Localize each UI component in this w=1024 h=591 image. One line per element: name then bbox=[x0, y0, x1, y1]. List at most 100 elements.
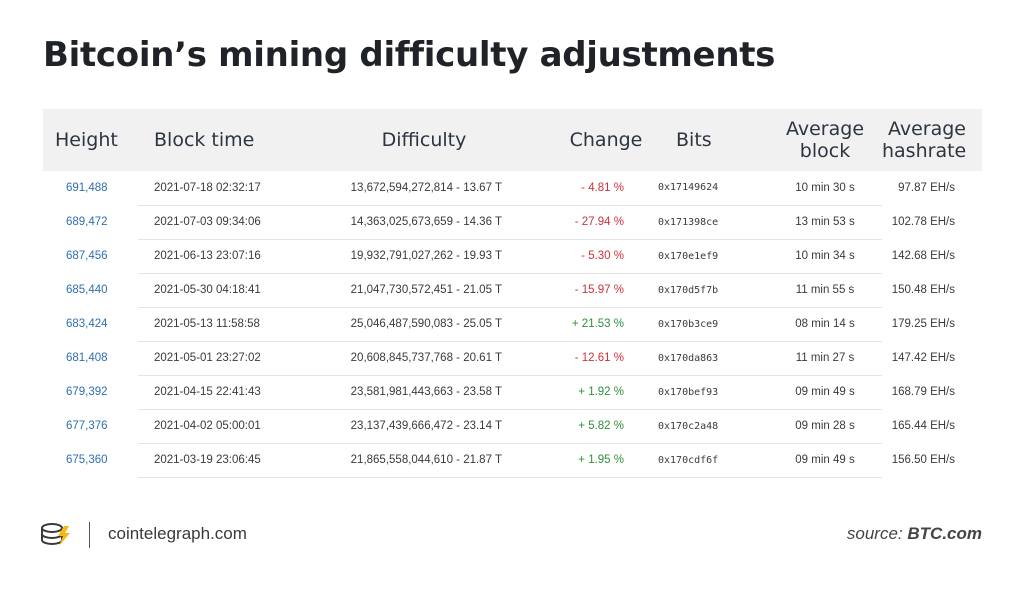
cell-height[interactable]: 677,376 bbox=[43, 409, 138, 443]
cell-block-time: 2021-05-30 04:18:41 bbox=[138, 273, 298, 308]
cell-height-text[interactable]: 685,440 bbox=[66, 284, 108, 296]
cell-bits: 0x170bef93 bbox=[646, 375, 768, 410]
cell-block-time-text: 2021-04-15 22:41:43 bbox=[154, 386, 261, 398]
cell-height[interactable]: 681,408 bbox=[43, 341, 138, 375]
cell-height-text[interactable]: 679,392 bbox=[66, 386, 108, 398]
cell-average-block: 10 min 34 s bbox=[768, 239, 882, 274]
difficulty-table: Height Block time Difficulty Change Bits… bbox=[43, 109, 982, 478]
cell-average-hashrate-text: 147.42 EH/s bbox=[891, 352, 955, 364]
cell-average-block: 13 min 53 s bbox=[768, 205, 882, 240]
cell-difficulty-text: 19,932,791,027,262 - 19.93 T bbox=[350, 250, 502, 262]
cell-difficulty-text: 20,608,845,737,768 - 20.61 T bbox=[350, 352, 502, 364]
cell-difficulty: 21,865,558,044,610 - 21.87 T bbox=[298, 443, 526, 478]
cell-block-time-text: 2021-05-30 04:18:41 bbox=[154, 284, 261, 296]
cell-height[interactable]: 683,424 bbox=[43, 307, 138, 341]
cell-difficulty-text: 23,581,981,443,663 - 23.58 T bbox=[350, 386, 502, 398]
cell-average-block-text: 13 min 53 s bbox=[795, 216, 855, 228]
cell-average-block: 09 min 28 s bbox=[768, 409, 882, 444]
cell-change: - 12.61 % bbox=[526, 341, 646, 376]
cell-change-text: - 15.97 % bbox=[574, 284, 624, 296]
cell-difficulty: 13,672,594,272,814 - 13.67 T bbox=[298, 171, 526, 206]
cointelegraph-coin-icon bbox=[41, 523, 70, 546]
cell-difficulty: 19,932,791,027,262 - 19.93 T bbox=[298, 239, 526, 274]
cell-bits: 0x170d5f7b bbox=[646, 273, 768, 308]
cell-height[interactable]: 685,440 bbox=[43, 273, 138, 307]
cell-average-block-text: 11 min 27 s bbox=[795, 352, 855, 364]
cell-average-hashrate: 165.44 EH/s bbox=[882, 409, 982, 443]
cell-bits: 0x170da863 bbox=[646, 341, 768, 376]
cell-height-text[interactable]: 689,472 bbox=[66, 216, 108, 228]
cell-block-time-text: 2021-04-02 05:00:01 bbox=[154, 420, 261, 432]
cell-average-hashrate-text: 102.78 EH/s bbox=[891, 216, 955, 228]
cell-bits-text: 0x17149624 bbox=[658, 182, 719, 194]
cell-height[interactable]: 679,392 bbox=[43, 375, 138, 409]
cell-height[interactable]: 691,488 bbox=[43, 171, 138, 205]
cell-block-time: 2021-07-03 09:34:06 bbox=[138, 205, 298, 240]
cell-difficulty: 25,046,487,590,083 - 25.05 T bbox=[298, 307, 526, 342]
cell-height-text[interactable]: 683,424 bbox=[66, 318, 108, 330]
cell-difficulty: 23,137,439,666,472 - 23.14 T bbox=[298, 409, 526, 444]
cell-average-hashrate-text: 168.79 EH/s bbox=[891, 386, 955, 398]
cell-bits-text: 0x170c2a48 bbox=[658, 420, 719, 432]
cell-height-text[interactable]: 677,376 bbox=[66, 420, 108, 432]
cell-average-hashrate-text: 142.68 EH/s bbox=[891, 250, 955, 262]
table-row: 687,456 2021-06-13 23:07:16 19,932,791,027… bbox=[43, 239, 982, 274]
site-name[interactable]: cointelegraph.com bbox=[108, 524, 247, 543]
cell-change: + 1.95 % bbox=[526, 443, 646, 478]
cell-average-block: 09 min 49 s bbox=[768, 375, 882, 410]
cell-difficulty: 20,608,845,737,768 - 20.61 T bbox=[298, 341, 526, 376]
cell-block-time: 2021-06-13 23:07:16 bbox=[138, 239, 298, 274]
cell-average-hashrate-text: 156.50 EH/s bbox=[891, 454, 955, 466]
cell-average-hashrate: 156.50 EH/s bbox=[882, 443, 982, 477]
cell-difficulty-text: 25,046,487,590,083 - 25.05 T bbox=[350, 318, 502, 330]
column-header-average-hashrate: Average hashrate bbox=[882, 118, 967, 162]
cell-height[interactable]: 687,456 bbox=[43, 239, 138, 273]
cell-difficulty: 14,363,025,673,659 - 14.36 T bbox=[298, 205, 526, 240]
cell-change-text: - 4.81 % bbox=[581, 181, 624, 194]
cell-change-text: + 1.95 % bbox=[578, 454, 624, 466]
cell-average-block: 08 min 14 s bbox=[768, 307, 882, 342]
cell-average-hashrate: 150.48 EH/s bbox=[882, 273, 982, 307]
page-title: Bitcoin’s mining difficulty adjustments bbox=[43, 35, 776, 75]
cell-change: + 21.53 % bbox=[526, 307, 646, 342]
cell-block-time-text: 2021-05-13 11:58:58 bbox=[154, 318, 260, 330]
cell-block-time-text: 2021-07-18 02:32:17 bbox=[154, 181, 261, 194]
table-row: 691,488 2021-07-18 02:32:17 13,672,594,272… bbox=[43, 171, 982, 206]
cell-average-block: 10 min 30 s bbox=[768, 171, 882, 206]
table-row: 689,472 2021-07-03 09:34:06 14,363,025,673… bbox=[43, 205, 982, 240]
column-header-height: Height bbox=[55, 129, 118, 151]
cell-average-block-text: 09 min 49 s bbox=[795, 386, 855, 398]
cell-difficulty: 21,047,730,572,451 - 21.05 T bbox=[298, 273, 526, 308]
cell-bits-text: 0x170cdf6f bbox=[658, 454, 719, 466]
cell-height-text[interactable]: 687,456 bbox=[66, 250, 108, 262]
column-header-average-block: Average block bbox=[785, 118, 865, 162]
cell-height[interactable]: 675,360 bbox=[43, 443, 138, 477]
cell-average-hashrate-text: 97.87 EH/s bbox=[898, 182, 955, 194]
cell-block-time: 2021-04-02 05:00:01 bbox=[138, 409, 298, 444]
cell-average-block: 09 min 49 s bbox=[768, 443, 882, 478]
cell-bits: 0x17149624 bbox=[646, 171, 768, 206]
cell-change: + 5.82 % bbox=[526, 409, 646, 444]
cell-height-text[interactable]: 681,408 bbox=[66, 352, 108, 364]
cell-height-text[interactable]: 691,488 bbox=[66, 182, 108, 194]
cell-average-hashrate: 168.79 EH/s bbox=[882, 375, 982, 409]
cell-bits-text: 0x170da863 bbox=[658, 352, 719, 364]
cell-height-text[interactable]: 675,360 bbox=[66, 454, 108, 466]
cell-block-time: 2021-04-15 22:41:43 bbox=[138, 375, 298, 410]
column-header-bits: Bits bbox=[676, 129, 712, 151]
cell-average-hashrate: 102.78 EH/s bbox=[882, 205, 982, 239]
table-body: 691,488 2021-07-18 02:32:17 13,672,594,272… bbox=[43, 171, 982, 478]
table-row: 685,440 2021-05-30 04:18:41 21,047,730,572… bbox=[43, 273, 982, 308]
cell-average-block-text: 08 min 14 s bbox=[795, 318, 855, 330]
cell-bits: 0x170cdf6f bbox=[646, 443, 768, 478]
table-row: 681,408 2021-05-01 23:27:02 20,608,845,737… bbox=[43, 341, 982, 376]
cell-difficulty-text: 21,047,730,572,451 - 21.05 T bbox=[350, 284, 502, 296]
source-value: BTC.com bbox=[907, 524, 982, 543]
cell-height[interactable]: 689,472 bbox=[43, 205, 138, 239]
cell-bits-text: 0x170e1ef9 bbox=[658, 250, 719, 262]
cell-block-time-text: 2021-05-01 23:27:02 bbox=[154, 352, 261, 364]
cell-block-time: 2021-07-18 02:32:17 bbox=[138, 171, 298, 206]
column-header-change: Change bbox=[569, 129, 643, 151]
cell-difficulty-text: 21,865,558,044,610 - 21.87 T bbox=[350, 454, 502, 466]
